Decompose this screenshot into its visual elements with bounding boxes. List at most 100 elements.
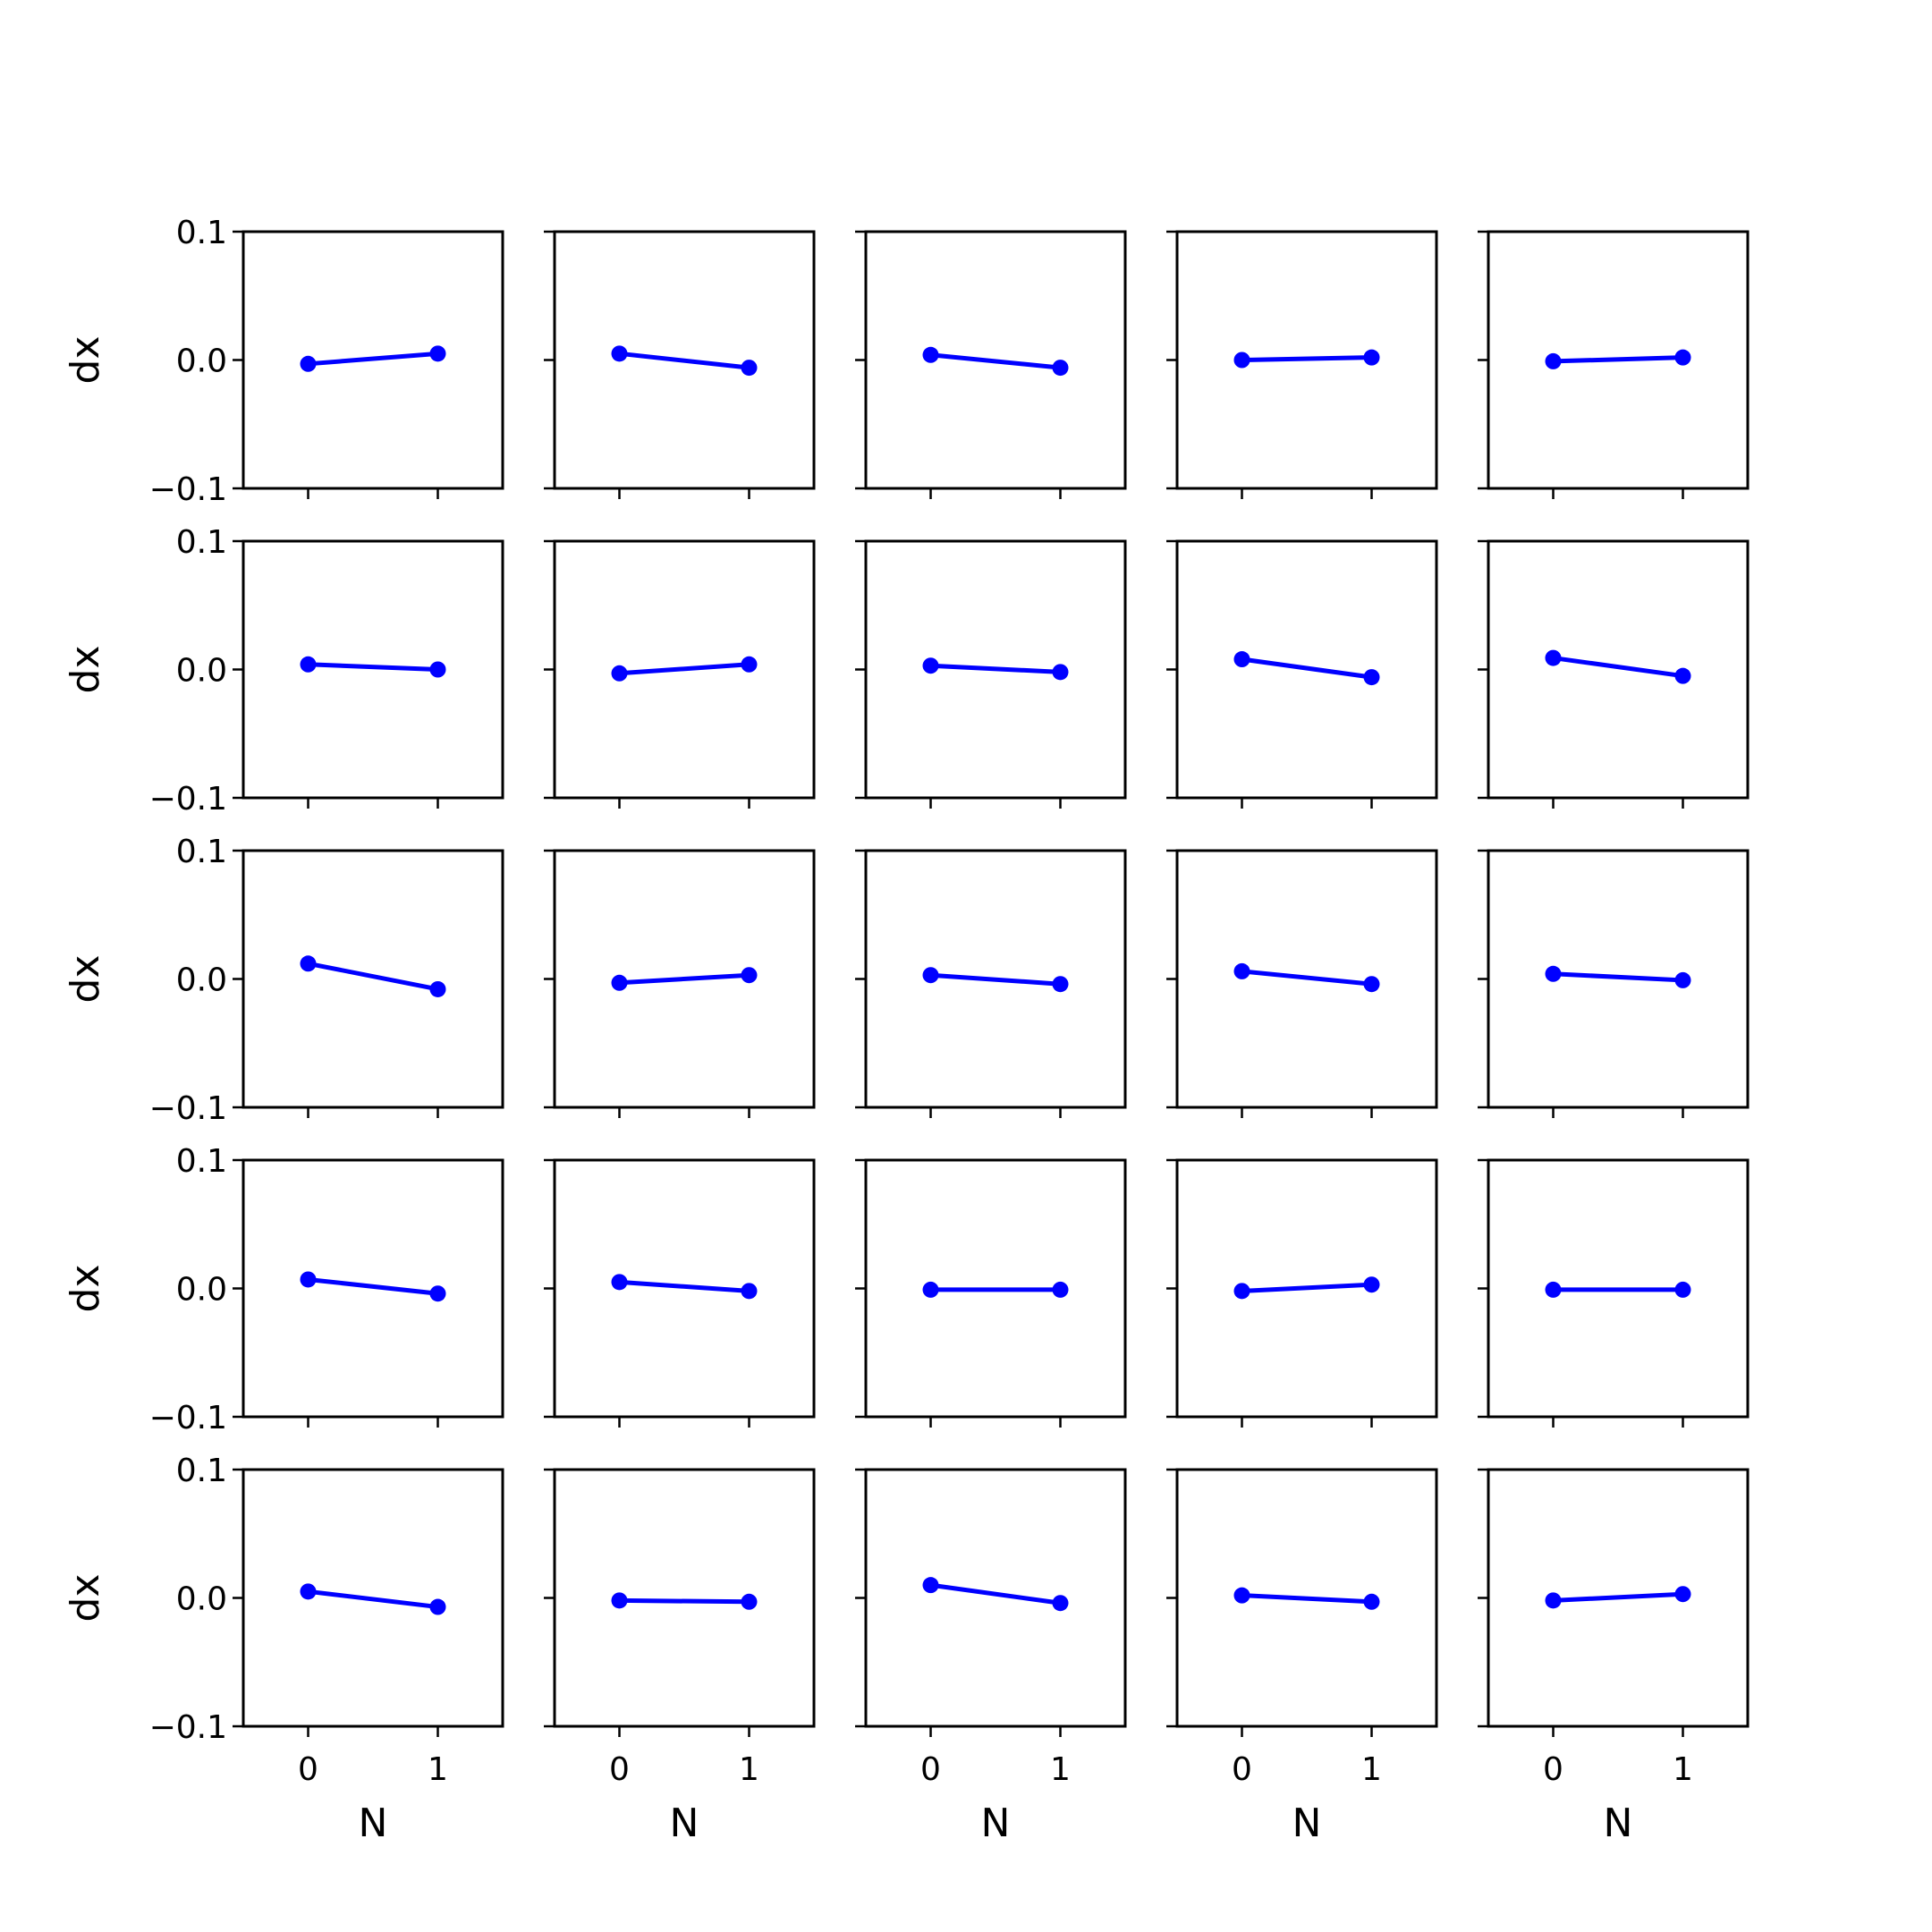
subplot-22-point-0: [922, 1577, 939, 1594]
subplot-24-point-0: [1545, 1592, 1562, 1609]
subplot-16-point-0: [611, 1274, 628, 1291]
subplot-15-point-0: [300, 1271, 317, 1288]
subplot-12-point-0: [922, 967, 939, 984]
subplot-7-point-0: [922, 657, 939, 674]
subplot-14-line: [1553, 971, 1683, 983]
ytick-label: 0.0: [176, 653, 227, 690]
subplot-6-point-0: [611, 665, 628, 682]
subplot-3-line: [1241, 355, 1372, 362]
subplot-22-frame: [864, 1468, 1127, 1728]
subplot-16-point-1: [741, 1283, 758, 1300]
ytick-label: 0.1: [176, 524, 227, 561]
subplot-20-line: [308, 1589, 438, 1610]
subplot-4-point-0: [1545, 352, 1562, 369]
ytick-label: 0.0: [176, 1272, 227, 1309]
subplot-21-point-0: [611, 1592, 628, 1609]
subplot-4-line: [1553, 355, 1683, 364]
subplot-9-frame: [1487, 539, 1750, 800]
subplot-1-line: [619, 351, 750, 370]
subplot-8-point-1: [1363, 669, 1380, 686]
subplot-24-line: [1553, 1591, 1683, 1603]
subplot-20-point-1: [429, 1598, 446, 1615]
y-axis-label: dx: [63, 336, 108, 385]
subplot-18-point-0: [1233, 1283, 1250, 1300]
subplot-13-point-1: [1363, 976, 1380, 993]
xtick-label: 0: [609, 1751, 630, 1788]
x-axis-label: N: [1292, 1801, 1322, 1846]
xtick-label: 1: [1673, 1751, 1693, 1788]
subplot-1-point-0: [611, 345, 628, 362]
subplot-8-line: [1241, 657, 1372, 680]
subplot-6-point-1: [741, 656, 758, 673]
subplot-13-line: [1241, 969, 1372, 987]
ytick-label: −0.1: [149, 1400, 227, 1436]
subplot-5-point-0: [300, 656, 317, 673]
xtick-label: 0: [1232, 1751, 1252, 1788]
subplot-7-line: [930, 663, 1061, 674]
subplot-12-point-1: [1052, 976, 1069, 993]
subplot-23-line: [1241, 1593, 1372, 1605]
subplot-19-point-0: [1545, 1281, 1562, 1298]
subplot-10-line: [308, 961, 438, 992]
subplot-15-line: [308, 1276, 438, 1296]
ytick-label: 0.1: [176, 834, 227, 870]
subplot-17-point-0: [922, 1281, 939, 1298]
ytick-label: 0.0: [176, 1581, 227, 1618]
subplot-2-point-1: [1052, 360, 1069, 377]
ytick-label: 0.1: [176, 1143, 227, 1180]
subplot-6-line: [619, 662, 750, 676]
subplot-8-point-0: [1233, 651, 1250, 668]
x-axis-label: N: [1604, 1801, 1633, 1846]
subplot-11-point-0: [611, 974, 628, 991]
ytick-label: 0.1: [176, 1453, 227, 1489]
subplot-22-line: [930, 1582, 1061, 1606]
subplot-9-line: [1553, 656, 1683, 679]
subplot-9-point-0: [1545, 649, 1562, 666]
xtick-label: 0: [1543, 1751, 1563, 1788]
ytick-label: −0.1: [149, 1090, 227, 1127]
subplot-9-point-1: [1674, 667, 1691, 684]
ytick-label: −0.1: [149, 471, 227, 508]
subplot-4-point-1: [1674, 349, 1691, 366]
subplot-13-point-0: [1233, 962, 1250, 979]
subplot-17-point-1: [1052, 1281, 1069, 1298]
subplot-18-point-1: [1363, 1276, 1380, 1293]
subplot-11-point-1: [741, 967, 758, 984]
subplot-12-line: [930, 972, 1061, 987]
subplot-18-line: [1241, 1282, 1372, 1293]
ytick-label: 0.1: [176, 215, 227, 251]
y-axis-label: dx: [63, 1265, 108, 1313]
xtick-label: 0: [920, 1751, 941, 1788]
subplot-14-point-1: [1674, 971, 1691, 988]
xtick-label: 0: [298, 1751, 318, 1788]
subplot-14-point-0: [1545, 965, 1562, 982]
ytick-label: 0.0: [176, 962, 227, 999]
subplot-0-point-1: [429, 345, 446, 362]
subplot-10-frame: [242, 849, 504, 1109]
subplot-21-frame: [553, 1468, 816, 1728]
x-axis-label: N: [359, 1801, 388, 1846]
subplot-22-point-1: [1052, 1595, 1069, 1612]
subplot-23-point-1: [1363, 1593, 1380, 1610]
subplot-7-point-1: [1052, 664, 1069, 681]
subplot-21-point-1: [741, 1593, 758, 1610]
xtick-label: 1: [1050, 1751, 1071, 1788]
subplot-5-line: [308, 662, 438, 672]
ytick-label: −0.1: [149, 1709, 227, 1746]
subplot-3-point-0: [1233, 352, 1250, 369]
subplot-10-point-0: [300, 955, 317, 972]
subplot-0-line: [308, 351, 438, 367]
subplot-23-point-0: [1233, 1587, 1250, 1604]
y-axis-label: dx: [63, 646, 108, 694]
subplot-5-frame: [242, 539, 504, 800]
ytick-label: 0.0: [176, 343, 227, 380]
subplot-19-point-1: [1674, 1281, 1691, 1298]
xtick-label: 1: [739, 1751, 759, 1788]
x-axis-label: N: [670, 1801, 699, 1846]
xtick-label: 1: [1361, 1751, 1382, 1788]
subplot-5-point-1: [429, 661, 446, 678]
subplot-11-line: [619, 972, 750, 986]
subplot-24-point-1: [1674, 1586, 1691, 1603]
subplot-2-line: [930, 352, 1061, 370]
x-axis-label: N: [981, 1801, 1011, 1846]
